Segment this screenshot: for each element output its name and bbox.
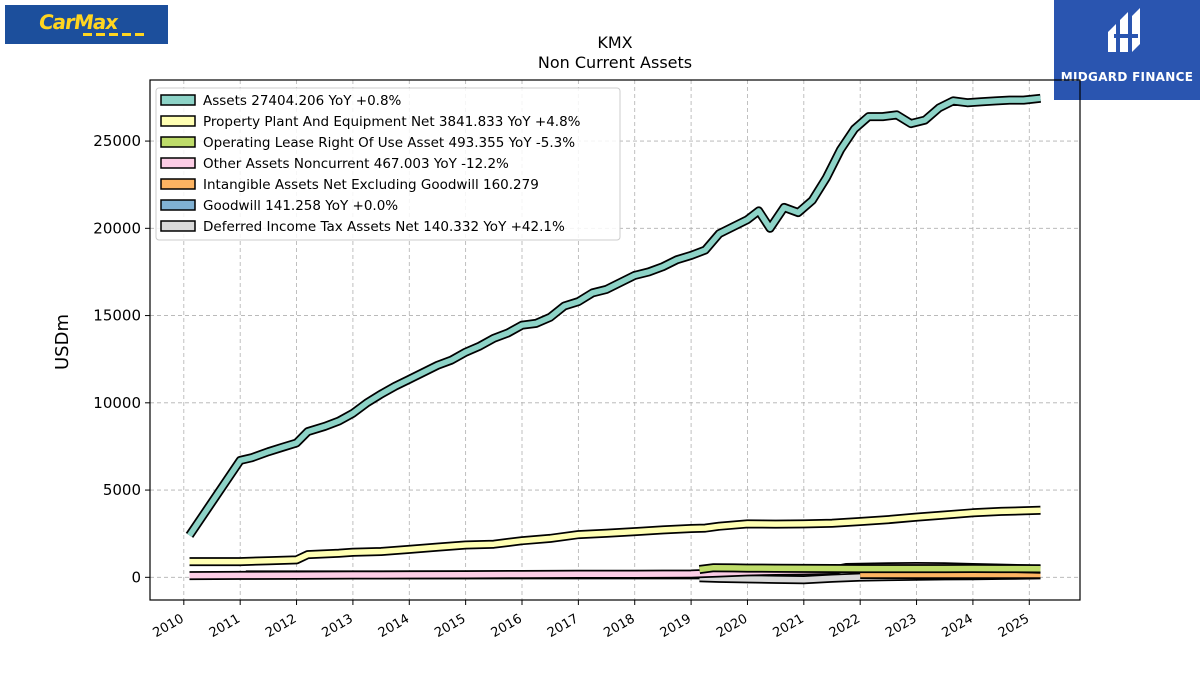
x-tick-label: 2010 xyxy=(150,611,186,641)
x-tick-label: 2011 xyxy=(207,611,243,641)
series-line xyxy=(187,95,1041,537)
legend-entry: Goodwill 141.258 YoY +0.0% xyxy=(203,198,398,214)
brand-logo: CarMax xyxy=(5,5,168,44)
x-tick-label: 2021 xyxy=(770,611,806,641)
legend-swatch xyxy=(160,178,196,190)
y-tick-label: 15000 xyxy=(93,307,141,325)
legend-entry: Assets 27404.206 YoY +0.8% xyxy=(203,93,402,109)
y-tick-label: 20000 xyxy=(93,219,141,237)
series-layer xyxy=(185,93,1041,585)
y-tick-label: 10000 xyxy=(93,394,141,412)
x-tick-label: 2018 xyxy=(601,611,637,641)
series-line xyxy=(699,564,1041,573)
legend-swatch xyxy=(160,157,196,169)
legend-swatch xyxy=(160,199,196,211)
x-tick-label: 2015 xyxy=(432,611,468,641)
y-tick-label: 25000 xyxy=(93,132,141,150)
partner-logo-text: MIDGARD FINANCE xyxy=(1060,70,1194,84)
x-tick-label: 2016 xyxy=(489,611,525,641)
x-tick-label: 2013 xyxy=(320,611,356,641)
x-tick-label: 2017 xyxy=(545,611,581,641)
chart-subtitle: Non Current Assets xyxy=(538,53,692,72)
x-tick-label: 2023 xyxy=(883,611,919,641)
y-axis-label: USDm xyxy=(52,314,73,370)
legend: Assets 27404.206 YoY +0.8% Property Plant… xyxy=(155,87,621,241)
legend-swatch xyxy=(160,115,196,127)
legend-entry: Intangible Assets Net Excluding Goodwill… xyxy=(203,177,539,193)
legend-entry: Operating Lease Right Of Use Asset 493.3… xyxy=(203,135,575,151)
partner-logo-mark xyxy=(1108,8,1140,52)
plot-frame xyxy=(149,79,1081,601)
chart-title: KMX xyxy=(597,33,632,52)
x-tick-label: 2025 xyxy=(996,611,1032,641)
legend-swatch xyxy=(160,136,196,148)
x-tick-label: 2022 xyxy=(827,611,863,641)
x-tick-label: 2014 xyxy=(376,611,412,641)
legend-entry: Deferred Income Tax Assets Net 140.332 Y… xyxy=(203,219,565,235)
legend-entry: Other Assets Noncurrent 467.003 YoY -12.… xyxy=(203,156,509,172)
legend-frame xyxy=(155,87,621,241)
legend-swatch xyxy=(160,94,196,106)
x-tick-label: 2019 xyxy=(658,611,694,641)
y-tick-label: 5000 xyxy=(103,481,141,499)
x-tick-label: 2020 xyxy=(714,611,750,641)
x-tick-label: 2024 xyxy=(940,611,976,641)
series-line xyxy=(189,507,1041,565)
partner-logo: MIDGARD FINANCE xyxy=(1054,0,1200,100)
brand-logo-dashes xyxy=(83,33,145,36)
legend-entry: Property Plant And Equipment Net 3841.83… xyxy=(203,114,581,130)
x-tick-label: 2012 xyxy=(263,611,299,641)
y-tick-label: 0 xyxy=(131,568,141,586)
legend-swatch xyxy=(160,220,196,232)
